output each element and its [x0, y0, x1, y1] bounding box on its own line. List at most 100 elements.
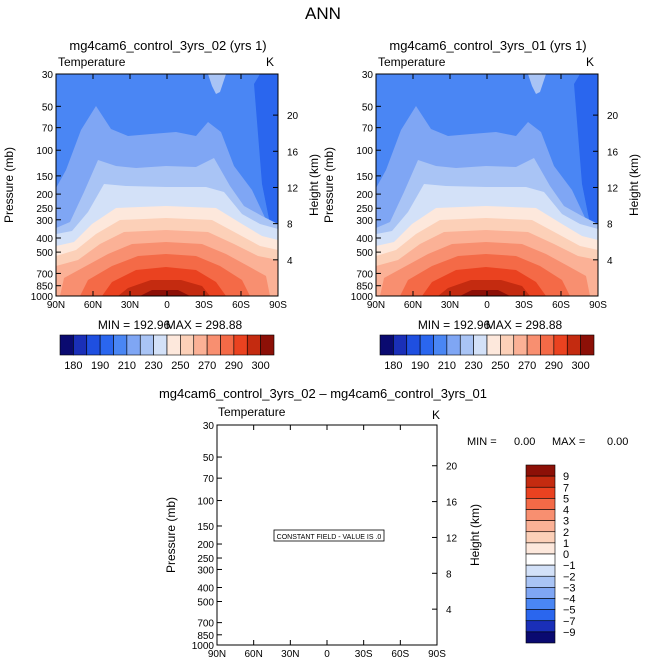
colorbar-label: 250 — [491, 360, 509, 372]
x-tick-label: 90N — [367, 300, 385, 311]
variable-label: Temperature — [218, 405, 286, 419]
axes: 90N 60N 30N 0 30S 60S 90S 30 50 70 100 150 200 250300… — [351, 70, 619, 311]
axes: 90N 60N 30N 0 30S 60S 90S 30 50 70 100 150 200 250300… — [31, 70, 299, 311]
contour-fill — [376, 74, 598, 296]
colorbar-swatch — [526, 334, 541, 356]
colorbar-label: −2 — [563, 571, 576, 583]
contour-band — [528, 74, 546, 94]
y-tick-label: 30 — [203, 421, 215, 432]
units-label: K — [432, 408, 440, 422]
y-tick-label: 700 — [36, 269, 53, 280]
colorbar-swatch — [525, 542, 556, 555]
y-tick-label: 1000 — [351, 292, 374, 303]
colorbar-label: 290 — [225, 360, 243, 372]
y-tick-label: 200 — [356, 190, 373, 201]
y-axis-label: Pressure (mb) — [2, 147, 16, 223]
y-tick-label: 100 — [36, 146, 53, 157]
height-tick-label: 16 — [607, 147, 619, 158]
colorbar-label: 270 — [518, 360, 536, 372]
colorbar-swatch — [153, 334, 168, 356]
colorbar-swatch — [566, 334, 581, 356]
colorbar-swatch — [525, 509, 556, 521]
max-label: MAX = 298.88 — [166, 318, 243, 332]
height-tick-label: 12 — [287, 183, 299, 194]
x-tick-label: 60S — [552, 300, 570, 311]
colorbar-swatch — [193, 334, 208, 356]
colorbar-swatch — [206, 334, 221, 356]
y-tick-label: 500 — [197, 598, 214, 609]
colorbar-swatch — [406, 334, 421, 356]
x-tick-label: 60N — [84, 300, 102, 311]
colorbar-label: −5 — [563, 605, 576, 617]
y-tick-label: 300 — [356, 216, 373, 227]
colorbar-swatch — [525, 553, 556, 566]
x-tick-label: 30N — [121, 300, 139, 311]
colorbar-label: 3 — [563, 516, 569, 528]
colorbar-swatch — [540, 334, 555, 356]
colorbar-label: −7 — [563, 616, 576, 628]
colorbar-swatch — [459, 334, 474, 356]
colorbar-label: 290 — [545, 360, 563, 372]
colorbar-label: 190 — [91, 360, 109, 372]
colorbar-label: 4 — [563, 505, 569, 517]
colorbar-label: 2 — [563, 527, 569, 539]
y-tick-label: 30 — [42, 70, 54, 81]
contour-band — [140, 290, 190, 296]
height-tick-label: 8 — [287, 220, 293, 231]
colorbar-swatch — [525, 620, 556, 633]
colorbar-swatch — [513, 334, 528, 356]
x-tick-label: 30S — [355, 649, 373, 660]
colorbar-label: 250 — [171, 360, 189, 372]
colorbar-label: 270 — [198, 360, 216, 372]
colorbar-label: 300 — [571, 360, 589, 372]
height-tick-label: 4 — [446, 605, 452, 616]
variable-label: Temperature — [58, 55, 126, 69]
colorbar-label: 5 — [563, 493, 569, 505]
y-tick-label: 100 — [197, 497, 214, 508]
x-tick-label: 30S — [515, 300, 533, 311]
x-tick-label: 90N — [47, 300, 65, 311]
x-tick-label: 30N — [281, 649, 299, 660]
height-tick-label: 20 — [446, 462, 458, 473]
panel-model-01: mg4cam6_control_3yrs_01 (yrs 1) Temperat… — [322, 38, 641, 372]
colorbar-swatch — [86, 334, 101, 356]
min-label: MIN = 192.96 — [98, 318, 171, 332]
height-tick-label: 20 — [607, 111, 619, 122]
colorbar-swatch — [113, 334, 128, 356]
colorbar-swatch — [525, 475, 556, 488]
colorbar-swatch — [419, 334, 434, 356]
colorbar-swatch — [553, 334, 568, 356]
y-tick-label: 250 — [356, 204, 373, 215]
y-tick-label: 200 — [36, 190, 53, 201]
height-tick-label: 4 — [607, 256, 613, 267]
x-tick-label: 0 — [324, 649, 330, 660]
x-tick-label: 60S — [391, 649, 409, 660]
colorbar-swatch — [220, 334, 235, 356]
colorbar-swatch — [139, 334, 154, 356]
right-axis-label: Height (km) — [468, 504, 482, 566]
colorbar-label: 300 — [251, 360, 269, 372]
colorbar-label: −9 — [563, 627, 576, 639]
panel-model-02: mg4cam6_control_3yrs_02 (yrs 1) Temperat… — [2, 38, 321, 372]
y-tick-label: 850 — [356, 282, 373, 293]
contour-band — [254, 74, 278, 234]
colorbar-label: −4 — [563, 594, 576, 606]
colorbar-swatch — [180, 334, 195, 356]
colorbar-label: −1 — [563, 560, 576, 572]
max-label: MAX = 298.88 — [486, 318, 563, 332]
colorbar-swatch — [580, 334, 595, 356]
y-tick-label: 400 — [356, 234, 373, 245]
x-tick-label: 60N — [244, 649, 262, 660]
units-label: K — [266, 55, 274, 69]
contour-band — [460, 290, 510, 296]
right-axis-label: Height (km) — [307, 154, 321, 216]
y-tick-label: 50 — [203, 453, 215, 464]
x-tick-label: 90S — [589, 300, 607, 311]
y-tick-label: 850 — [36, 282, 53, 293]
colorbar-label: 1 — [563, 538, 569, 550]
y-tick-label: 70 — [362, 124, 374, 135]
colorbar-swatch — [525, 575, 556, 588]
constant-field-annotation: CONSTANT FIELD - VALUE IS .0 — [277, 534, 382, 541]
x-tick-label: 90S — [269, 300, 287, 311]
